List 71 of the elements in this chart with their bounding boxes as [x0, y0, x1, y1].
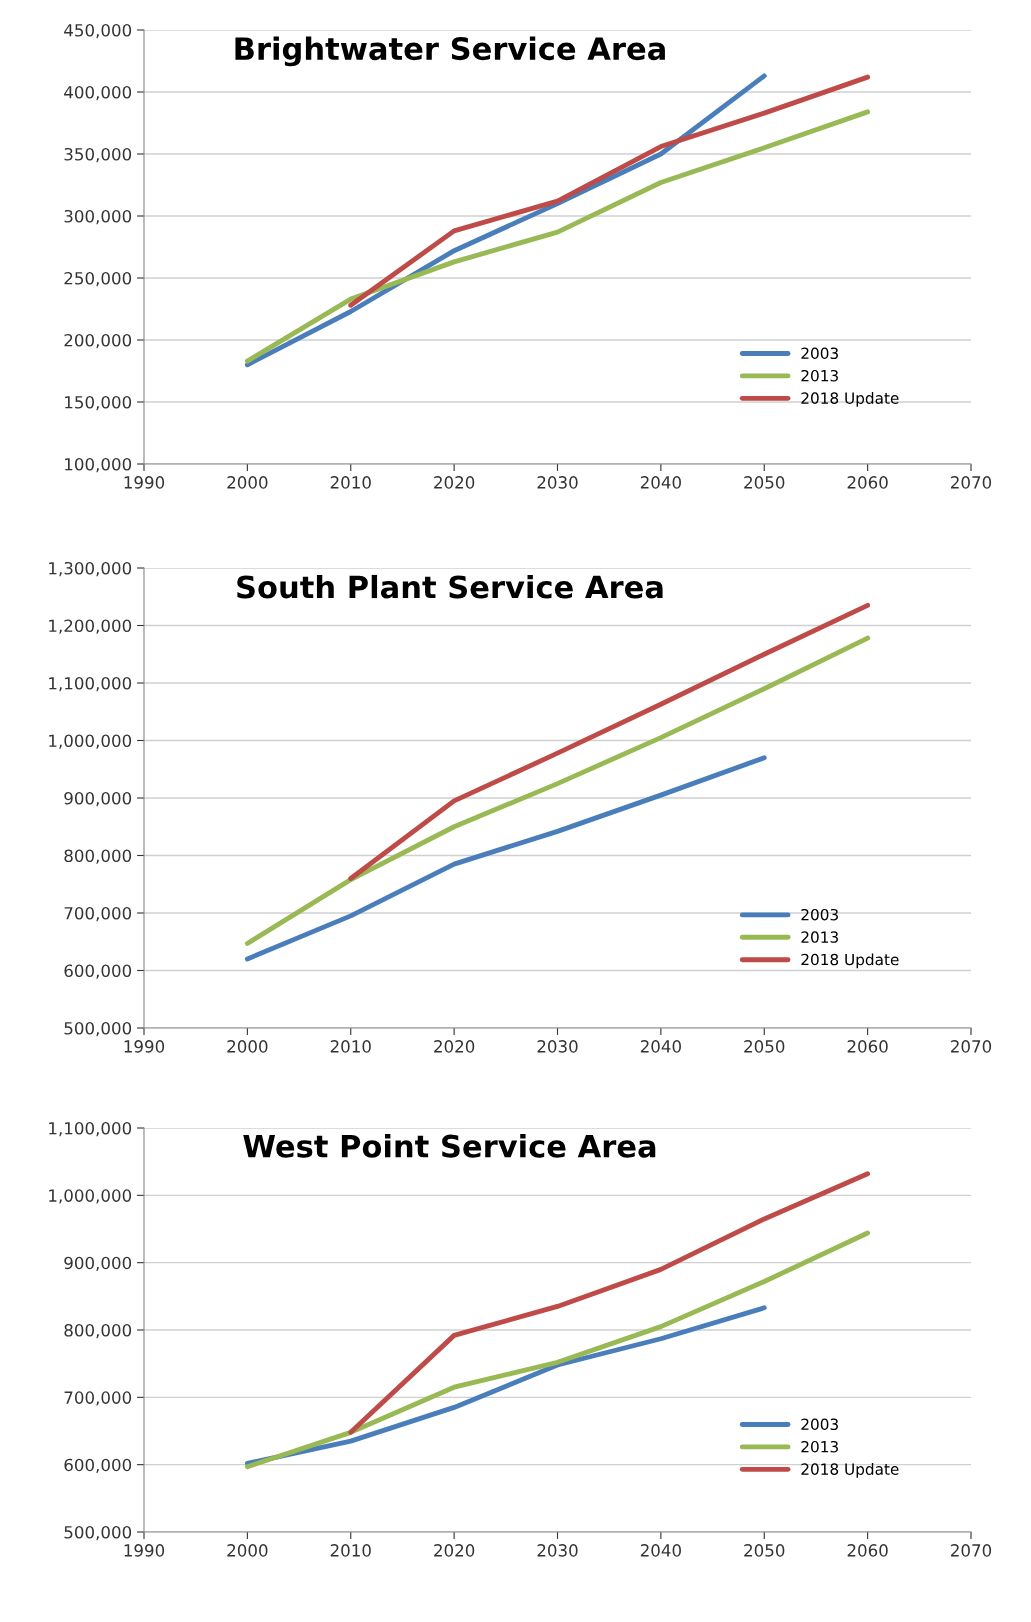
x-tick-label: 2010 — [330, 1040, 371, 1053]
x-tick-label: 2020 — [434, 1544, 475, 1557]
y-tick-label: 1,100,000 — [49, 676, 132, 692]
legend-label: 2003 — [801, 1418, 838, 1431]
y-tick-label: 800,000 — [64, 1323, 132, 1339]
line-series — [244, 635, 871, 946]
line-series — [348, 74, 871, 308]
chart-title: West Point Service Area — [243, 1134, 656, 1158]
line-series — [244, 109, 871, 364]
y-tick-label: 1,100,000 — [49, 1121, 132, 1137]
chart-title: Brightwater Service Area — [235, 36, 665, 67]
line-series — [244, 1305, 767, 1466]
x-tick-label: 2030 — [537, 476, 578, 489]
x-tick-label: 2060 — [847, 1040, 888, 1053]
legend-label: 2013 — [801, 931, 838, 943]
legend-label: 2018 Update — [801, 1463, 899, 1478]
legend-label: 2003 — [801, 347, 838, 360]
y-tick-label: 800,000 — [64, 849, 132, 864]
x-tick-label: 1990 — [124, 1040, 165, 1053]
x-tick-label: 2020 — [434, 476, 475, 489]
x-tick-label: 2070 — [951, 1040, 992, 1053]
x-tick-label: 2060 — [847, 1544, 888, 1557]
x-tick-label: 2000 — [227, 1544, 268, 1557]
y-tick-label: 900,000 — [64, 1256, 132, 1271]
legend-label: 2013 — [801, 1440, 838, 1453]
y-tick-label: 1,300,000 — [49, 561, 132, 577]
y-tick-label: 700,000 — [64, 906, 132, 922]
x-tick-label: 2030 — [537, 1040, 578, 1053]
x-tick-label: 2040 — [640, 1544, 681, 1557]
x-tick-label: 2050 — [744, 1544, 785, 1557]
y-tick-label: 300,000 — [64, 209, 132, 225]
line-series — [244, 755, 767, 962]
x-tick-label: 2010 — [330, 1544, 371, 1557]
x-tick-label: 1990 — [124, 476, 165, 489]
x-tick-label: 2070 — [951, 1544, 992, 1557]
x-tick-label: 2060 — [847, 476, 888, 489]
y-tick-label: 500,000 — [64, 1021, 132, 1037]
x-tick-label: 2070 — [951, 476, 992, 489]
y-tick-label: 500,000 — [64, 1525, 132, 1541]
chart-title: South Plant Service Area — [237, 574, 663, 599]
y-tick-label: 900,000 — [64, 791, 132, 807]
x-tick-label: 2000 — [227, 476, 268, 489]
y-tick-label: 100,000 — [65, 457, 132, 473]
x-tick-label: 1990 — [124, 1544, 165, 1557]
x-tick-label: 2050 — [744, 476, 785, 489]
x-tick-label: 2000 — [227, 1040, 268, 1053]
legend-label: 2018 Update — [801, 953, 899, 969]
y-tick-label: 450,000 — [64, 23, 132, 39]
y-tick-label: 400,000 — [64, 85, 132, 101]
y-tick-label: 150,000 — [65, 395, 132, 411]
y-tick-label: 200,000 — [64, 333, 132, 349]
legend-label: 2018 Update — [801, 392, 899, 407]
x-tick-label: 2010 — [330, 476, 371, 489]
x-tick-label: 2050 — [744, 1040, 785, 1053]
y-tick-label: 1,000,000 — [49, 1189, 132, 1204]
line-series — [244, 73, 767, 368]
x-tick-label: 2040 — [640, 476, 681, 489]
y-tick-label: 1,200,000 — [49, 619, 132, 634]
x-tick-label: 2020 — [434, 1040, 475, 1053]
legend-label: 2013 — [801, 369, 838, 382]
y-tick-label: 600,000 — [64, 1458, 132, 1473]
line-series — [348, 1171, 871, 1435]
x-tick-label: 2030 — [537, 1544, 578, 1557]
y-tick-label: 1,000,000 — [49, 734, 132, 749]
y-tick-label: 700,000 — [64, 1391, 132, 1406]
y-tick-label: 600,000 — [64, 964, 132, 979]
x-tick-label: 2040 — [640, 1040, 681, 1053]
line-series — [348, 602, 871, 881]
y-tick-label: 250,000 — [64, 271, 132, 287]
legend-label: 2003 — [801, 908, 838, 921]
y-tick-label: 350,000 — [64, 147, 132, 163]
